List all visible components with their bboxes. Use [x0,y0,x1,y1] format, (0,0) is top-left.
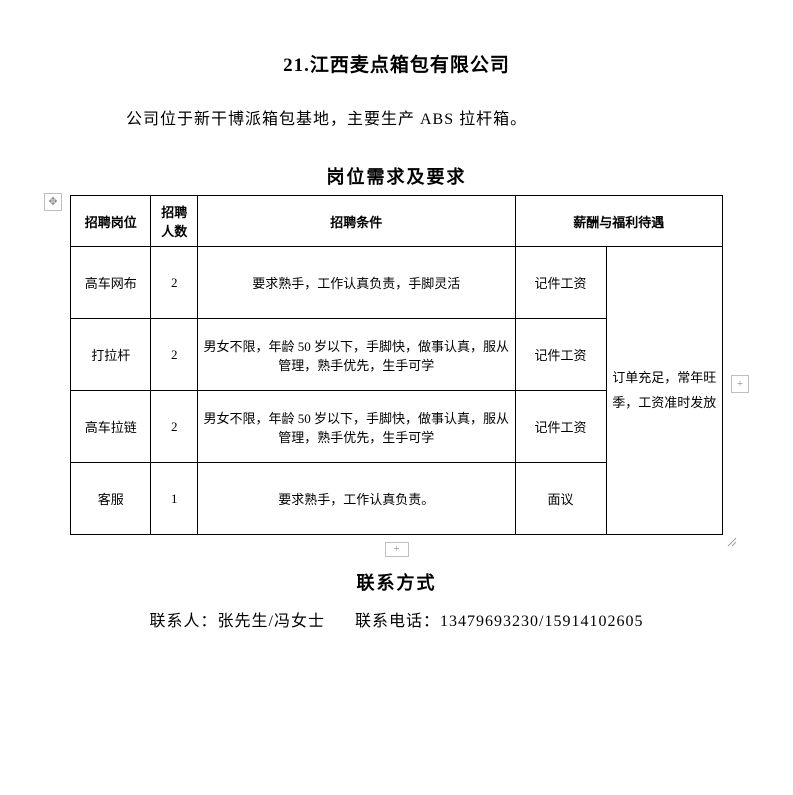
company-title: 21.江西麦点箱包有限公司 [70,50,723,77]
add-column-handle[interactable]: + [731,375,749,393]
cell-count: 2 [151,319,198,391]
contact-phone-value: 13479693230/15914102605 [440,613,643,630]
col-salary-benefit: 薪酬与福利待遇 [515,196,722,247]
move-handle-icon[interactable]: ✥ [44,193,62,211]
cell-position: 客服 [71,463,151,535]
table-container: ✥ + + 招聘岗位 招聘人数 招聘条件 薪酬与福利待遇 高车网布 2 [70,195,723,535]
cell-position: 高车网布 [71,247,151,319]
col-condition: 招聘条件 [198,196,516,247]
company-intro: 公司位于新干博派箱包基地，主要生产 ABS 拉杆箱。 [70,105,723,129]
contact-person-label: 联系人： [150,613,218,630]
cell-condition: 要求熟手，工作认真负责。 [198,463,516,535]
table-heading: 岗位需求及要求 [70,163,723,189]
col-count: 招聘人数 [151,196,198,247]
table-row: 高车网布 2 要求熟手，工作认真负责，手脚灵活 记件工资 订单充足，常年旺季，工… [71,247,723,319]
cell-condition: 要求熟手，工作认真负责，手脚灵活 [198,247,516,319]
table-header-row: 招聘岗位 招聘人数 招聘条件 薪酬与福利待遇 [71,196,723,247]
cell-salary: 记件工资 [515,319,606,391]
cell-salary: 记件工资 [515,391,606,463]
cell-salary: 面议 [515,463,606,535]
contact-heading: 联系方式 [70,569,723,595]
cell-salary: 记件工资 [515,247,606,319]
cell-count: 2 [151,391,198,463]
cell-condition: 男女不限，年龄 50 岁以下，手脚快，做事认真，服从管理，熟手优先，生手可学 [198,319,516,391]
cell-benefit-merged: 订单充足，常年旺季，工资准时发放 [606,247,722,535]
cell-position: 打拉杆 [71,319,151,391]
resize-corner-handle[interactable] [725,535,739,549]
contact-person-value: 张先生/冯女士 [218,613,325,630]
cell-count: 1 [151,463,198,535]
cell-condition: 男女不限，年龄 50 岁以下，手脚快，做事认真，服从管理，熟手优先，生手可学 [198,391,516,463]
add-row-handle[interactable]: + [385,542,409,557]
job-table: 招聘岗位 招聘人数 招聘条件 薪酬与福利待遇 高车网布 2 要求熟手，工作认真负… [70,195,723,535]
contact-line: 联系人：张先生/冯女士 联系电话：13479693230/15914102605 [70,607,723,631]
cell-count: 2 [151,247,198,319]
col-position: 招聘岗位 [71,196,151,247]
cell-position: 高车拉链 [71,391,151,463]
contact-phone-label: 联系电话： [355,613,440,630]
